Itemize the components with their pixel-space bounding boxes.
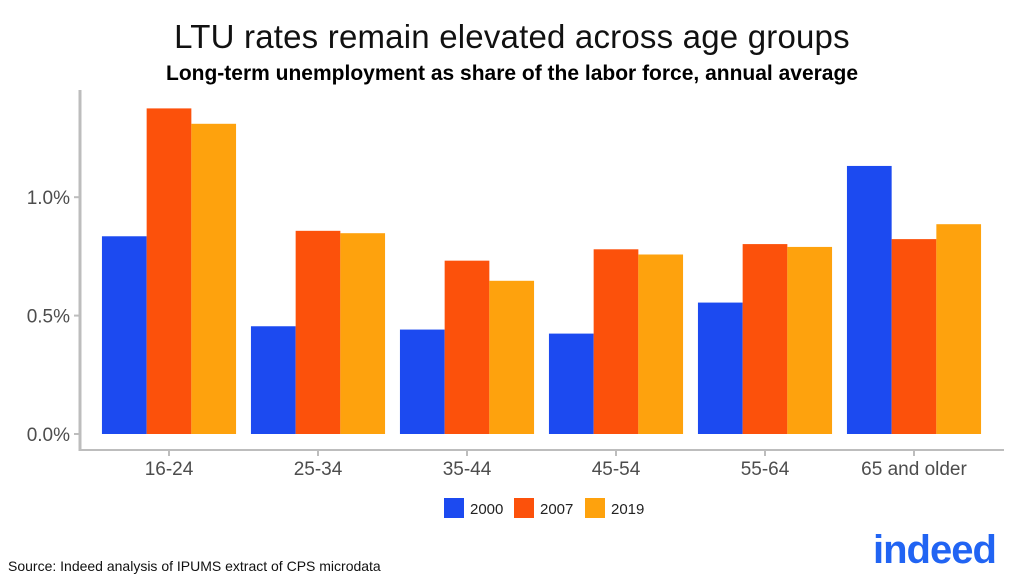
bar-2000-25-34 xyxy=(250,326,296,434)
source-note: Source: Indeed analysis of IPUMS extract… xyxy=(8,558,381,574)
bar-2019-16-24 xyxy=(191,123,237,435)
x-tick-label: 45-54 xyxy=(592,459,641,480)
bar-2007-65 and older xyxy=(891,239,937,434)
bar-2000-35-44 xyxy=(399,329,445,434)
bar-2019-25-34 xyxy=(340,233,386,434)
x-tick-label: 55-64 xyxy=(741,459,790,480)
y-tick-label: 1.0% xyxy=(27,188,70,209)
x-tick-label: 35-44 xyxy=(443,459,492,480)
chart-title: LTU rates remain elevated across age gro… xyxy=(174,18,850,55)
bar-2007-16-24 xyxy=(146,108,192,435)
legend-label-2000: 2000 xyxy=(470,501,503,518)
bar-2019-55-64 xyxy=(787,246,833,434)
bar-2007-45-54 xyxy=(593,249,639,434)
bar-2007-25-34 xyxy=(295,230,341,434)
bar-2007-35-44 xyxy=(444,260,490,434)
legend-label-2019: 2019 xyxy=(611,501,644,518)
legend-swatch-2000 xyxy=(444,498,464,518)
bar-2000-55-64 xyxy=(697,302,743,434)
bar-2019-35-44 xyxy=(489,280,535,434)
chart-subtitle: Long-term unemployment as share of the l… xyxy=(166,62,858,85)
x-tick-label: 16-24 xyxy=(145,459,194,480)
bar-2007-55-64 xyxy=(742,244,788,434)
x-tick-label: 65 and older xyxy=(861,459,967,480)
y-tick-label: 0.0% xyxy=(27,425,70,446)
bar-2019-45-54 xyxy=(638,254,684,434)
legend-swatch-2007 xyxy=(514,498,534,518)
bar-2000-65 and older xyxy=(846,165,892,435)
x-tick-label: 25-34 xyxy=(294,459,343,480)
legend-swatch-2019 xyxy=(585,498,605,518)
legend-label-2007: 2007 xyxy=(540,501,573,518)
y-tick-label: 0.5% xyxy=(27,307,70,328)
bar-2000-45-54 xyxy=(548,333,594,434)
indeed-logo: indeed xyxy=(873,528,997,572)
bar-2019-65 and older xyxy=(936,224,982,434)
bar-2000-16-24 xyxy=(101,236,147,434)
